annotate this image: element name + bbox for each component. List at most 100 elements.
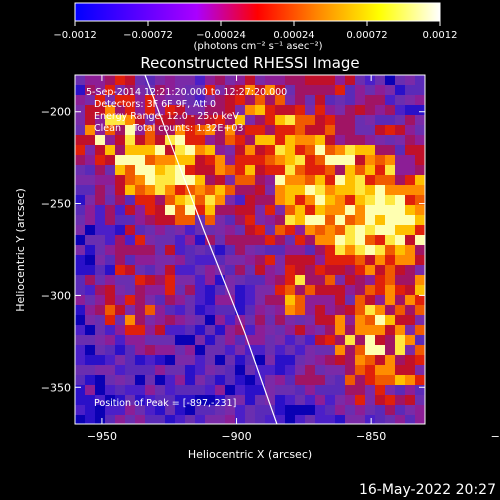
heatmap-cell: [255, 75, 265, 85]
heatmap-cell: [115, 225, 125, 235]
heatmap-cell: [185, 255, 195, 265]
heatmap-cell: [355, 305, 365, 315]
heatmap-cell: [375, 405, 385, 415]
heatmap-cell: [415, 295, 425, 305]
heatmap-cell: [175, 95, 185, 105]
heatmap-cell: [235, 345, 245, 355]
heatmap-cell: [75, 375, 85, 385]
heatmap-cell: [365, 245, 375, 255]
heatmap-cell: [295, 95, 305, 105]
heatmap-cell: [145, 275, 155, 285]
heatmap-cell: [375, 345, 385, 355]
heatmap-cell: [345, 205, 355, 215]
heatmap-cell: [225, 125, 235, 135]
heatmap-cell: [285, 185, 295, 195]
heatmap-cell: [415, 305, 425, 315]
heatmap-cell: [415, 415, 425, 424]
heatmap-cell: [185, 335, 195, 345]
heatmap-cell: [275, 235, 285, 245]
heatmap-cell: [285, 275, 295, 285]
heatmap-cell: [125, 75, 135, 85]
heatmap-cell: [335, 225, 345, 235]
heatmap-cell: [265, 315, 275, 325]
heatmap-cell: [375, 185, 385, 195]
heatmap-cell: [325, 325, 335, 335]
heatmap-cell: [185, 85, 195, 95]
heatmap-cell: [325, 195, 335, 205]
heatmap-cell: [185, 75, 195, 85]
heatmap-cell: [325, 165, 335, 175]
heatmap-cell: [385, 195, 395, 205]
heatmap-cell: [285, 225, 295, 235]
heatmap-cell: [395, 75, 405, 85]
heatmap-cell: [235, 385, 245, 395]
heatmap-cell: [315, 225, 325, 235]
heatmap-cell: [375, 225, 385, 235]
heatmap-cell: [295, 125, 305, 135]
heatmap-cell: [85, 165, 95, 175]
colorbar-unit-label: (photons cm⁻² s⁻¹ asec⁻²): [193, 41, 322, 52]
solar-limb-line: [144, 75, 278, 424]
heatmap-cell: [85, 125, 95, 135]
heatmap-cell: [95, 185, 105, 195]
heatmap-cell: [115, 215, 125, 225]
heatmap-cell: [235, 415, 245, 424]
heatmap-cell: [325, 255, 335, 265]
heatmap-cell: [165, 275, 175, 285]
heatmap-cell: [305, 265, 315, 275]
heatmap-cell: [215, 155, 225, 165]
heatmap-cell: [105, 135, 115, 145]
heatmap-cell: [355, 315, 365, 325]
heatmap-cell: [185, 165, 195, 175]
heatmap-cell: [295, 405, 305, 415]
heatmap-cell: [75, 325, 85, 335]
heatmap-cell: [335, 245, 345, 255]
heatmap-cell: [265, 415, 275, 424]
heatmap-cell: [195, 305, 205, 315]
heatmap-cell: [185, 205, 195, 215]
heatmap-cell: [395, 315, 405, 325]
heatmap-cell: [95, 135, 105, 145]
heatmap-cell: [225, 245, 235, 255]
heatmap-cell: [315, 345, 325, 355]
heatmap-cell: [135, 345, 145, 355]
x-tick-label: −850: [356, 430, 386, 443]
heatmap-cell: [415, 265, 425, 275]
heatmap-cell: [205, 125, 215, 135]
heatmap-cell: [95, 195, 105, 205]
heatmap-cell: [325, 335, 335, 345]
heatmap-cell: [385, 305, 395, 315]
heatmap-cell: [375, 95, 385, 105]
heatmap-cell: [355, 375, 365, 385]
heatmap-cell: [275, 285, 285, 295]
heatmap-cell: [255, 235, 265, 245]
heatmap-cell: [245, 385, 255, 395]
heatmap-cell: [405, 245, 415, 255]
heatmap-cell: [325, 125, 335, 135]
heatmap-cell: [155, 415, 165, 424]
heatmap-cell: [145, 365, 155, 375]
heatmap-cell: [395, 235, 405, 245]
heatmap-cell: [295, 295, 305, 305]
heatmap-cell: [335, 85, 345, 95]
heatmap-cell: [385, 355, 395, 365]
heatmap-cell: [195, 255, 205, 265]
heatmap-cell: [305, 255, 315, 265]
heatmap-cell: [335, 265, 345, 275]
heatmap-cell: [105, 95, 115, 105]
heatmap-cell: [295, 235, 305, 245]
heatmap-cell: [395, 255, 405, 265]
heatmap-cell: [95, 385, 105, 395]
heatmap-cell: [365, 175, 375, 185]
heatmap-cell: [175, 325, 185, 335]
heatmap-cell: [85, 275, 95, 285]
heatmap-cell: [285, 315, 295, 325]
heatmap-cell: [105, 165, 115, 175]
heatmap-cell: [245, 315, 255, 325]
heatmap-cell: [235, 335, 245, 345]
heatmap-cell: [205, 255, 215, 265]
heatmap-cell: [385, 415, 395, 424]
heatmap-cell: [145, 155, 155, 165]
heatmap-cell: [125, 115, 135, 125]
heatmap-cell: [145, 125, 155, 135]
